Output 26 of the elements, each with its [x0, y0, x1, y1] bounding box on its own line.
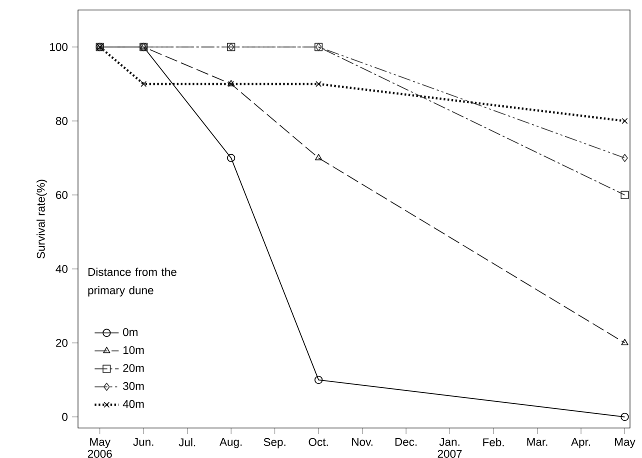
x-tick-label: Jan. 2007	[438, 438, 462, 458]
legend-label: 0m	[123, 328, 138, 336]
x-tick-label: Jun.	[133, 438, 154, 446]
x-tick-label: Nov.	[352, 438, 372, 446]
legend-label: 30m	[123, 382, 144, 390]
x-tick-label: Sep.	[264, 438, 286, 448]
y-tick-label: 80	[56, 116, 68, 125]
y-tick-label: 40	[56, 264, 68, 273]
x-tick-label: Oct.	[308, 438, 328, 446]
y-tick-label: 20	[56, 338, 68, 347]
y-tick-label: 60	[56, 190, 68, 199]
y-tick-label: 0	[62, 412, 68, 421]
y-tick-label: 100	[50, 43, 68, 51]
x-tick-label: May 2006	[88, 438, 112, 458]
x-tick-label: Apr.	[571, 438, 590, 448]
legend-label: 10m	[123, 346, 144, 354]
x-tick-label: May	[615, 438, 636, 448]
y-axis-title: Survival rate(%)	[36, 180, 48, 258]
legend-title: Distance from the primary dune	[88, 268, 176, 296]
x-tick-label: Jul.	[178, 438, 196, 446]
legend-label: 40m	[122, 400, 144, 408]
x-tick-label: Dec.	[395, 438, 417, 446]
x-tick-label: Aug.	[220, 438, 242, 448]
x-tick-label: Mar.	[527, 438, 548, 446]
legend-label: 20m	[123, 364, 144, 372]
x-tick-label: Feb.	[483, 438, 504, 446]
